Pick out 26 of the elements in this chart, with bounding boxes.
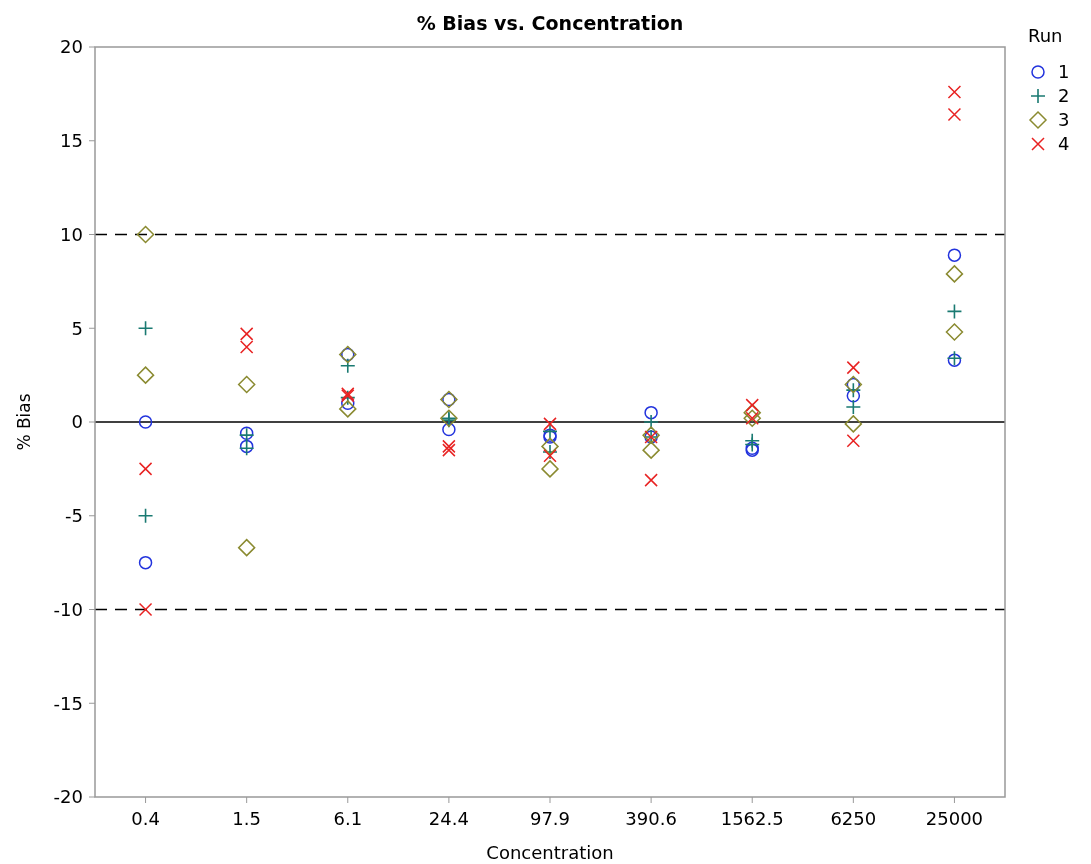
legend-label: 2 (1058, 85, 1070, 107)
y-axis-title: % Bias (14, 393, 34, 451)
x-tick-label: 6.1 (333, 808, 363, 829)
x-tick-label: 1.5 (232, 808, 261, 829)
legend-label: 3 (1058, 109, 1070, 131)
y-tick-label: 15 (60, 130, 83, 152)
x-tick-label: 6250 (830, 808, 877, 829)
x-tick-label: 25000 (925, 808, 984, 829)
y-tick-label: 10 (60, 223, 83, 245)
y-tick-label: -15 (53, 692, 83, 714)
y-tick-label: -20 (53, 786, 83, 808)
x-tick-label: 97.9 (529, 808, 571, 829)
x-tick-label: 24.4 (428, 808, 469, 829)
legend-title: Run (1028, 25, 1063, 46)
legend-label: 1 (1058, 61, 1070, 83)
y-tick-label: 5 (71, 317, 83, 339)
y-tick-label: 0 (71, 411, 83, 433)
legend-label: 4 (1058, 133, 1070, 155)
chart-title: % Bias vs. Concentration (416, 12, 684, 34)
y-tick-label: -5 (65, 505, 83, 527)
x-tick-label: 0.4 (131, 808, 160, 829)
y-tick-label: 20 (60, 36, 83, 58)
x-axis-title: Concentration (486, 842, 614, 863)
y-tick-label: -10 (53, 598, 83, 620)
x-tick-label: 390.6 (625, 808, 677, 829)
x-tick-label: 1562.5 (720, 808, 784, 829)
